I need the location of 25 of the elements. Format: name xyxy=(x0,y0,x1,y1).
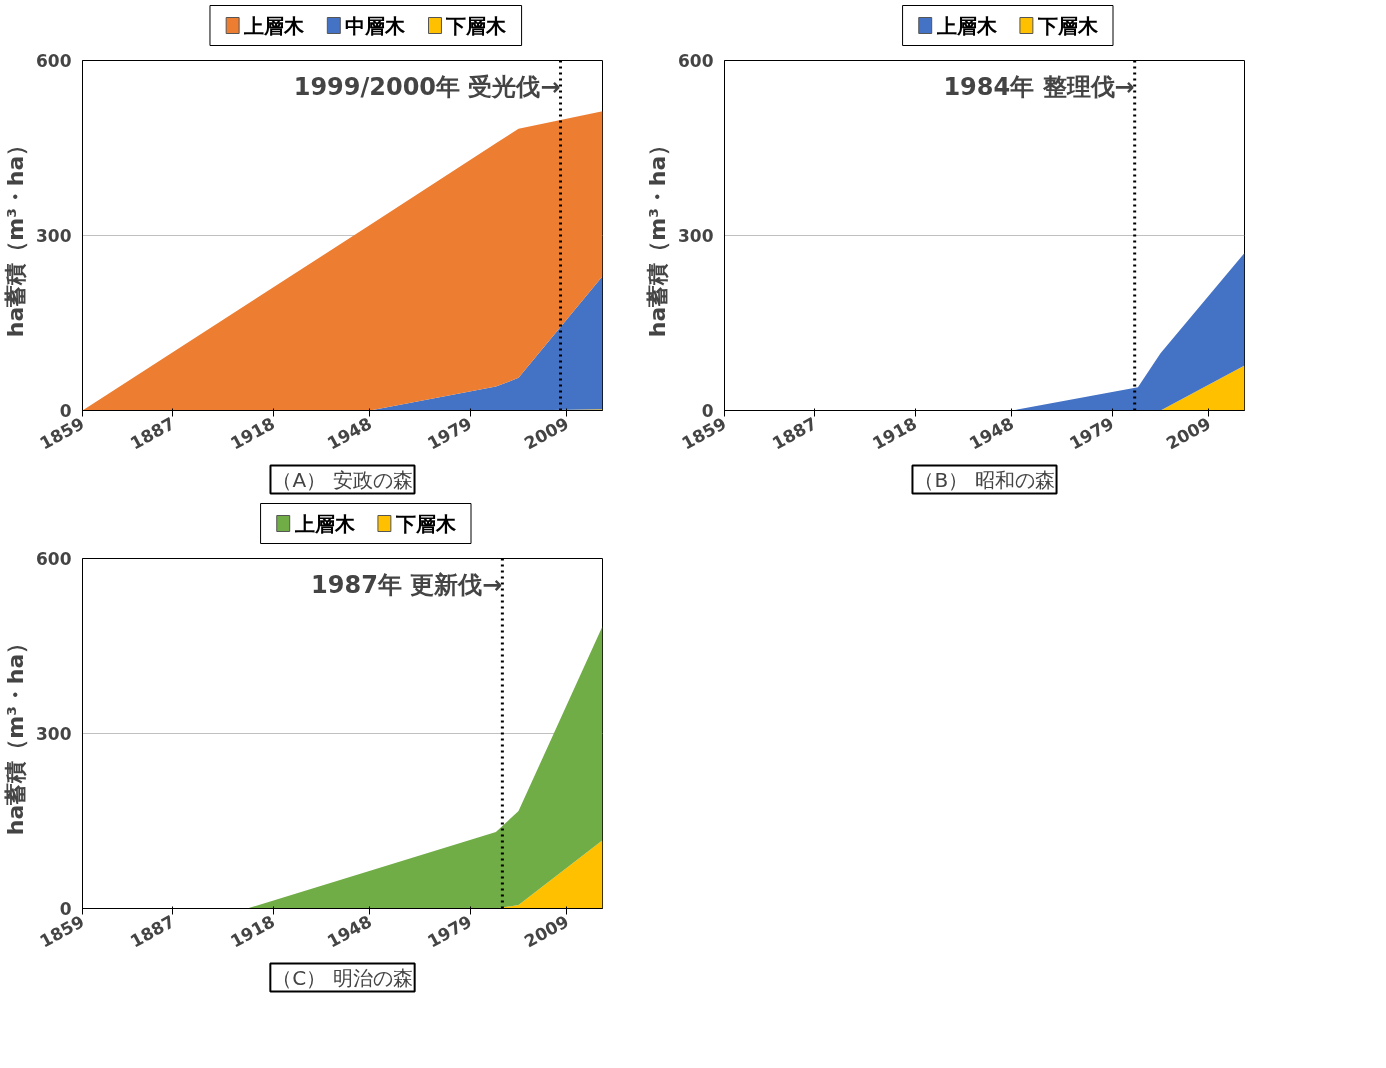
legend-label: 下層木 xyxy=(394,511,457,536)
y-tick-label: 600 xyxy=(36,549,72,569)
x-axis-title: （C） 明治の森 xyxy=(272,965,413,990)
y-axis-title: ha蓄積（m³・ha） xyxy=(3,133,29,338)
ref-line-label: 1984年 整理伐→ xyxy=(943,72,1135,101)
y-tick-label: 600 xyxy=(36,51,72,71)
ref-line-label: 1987年 更新伐→ xyxy=(311,570,503,599)
y-axis-title: ha蓄積（m³・ha） xyxy=(3,631,29,836)
y-tick-label: 0 xyxy=(59,401,72,421)
y-axis-title: ha蓄積（m³・ha） xyxy=(645,133,671,338)
x-axis-title: （A） 安政の森 xyxy=(272,467,413,492)
legend-label: 下層木 xyxy=(1036,13,1099,38)
legend-label: 中層木 xyxy=(345,13,407,38)
ref-line-label: 1999/2000年 受光伐→ xyxy=(293,72,561,101)
y-tick-label: 0 xyxy=(59,899,72,919)
y-tick-label: 300 xyxy=(36,226,72,246)
y-tick-label: 0 xyxy=(701,401,714,421)
legend-label: 上層木 xyxy=(293,511,356,536)
legend-label: 上層木 xyxy=(935,13,998,38)
y-tick-label: 300 xyxy=(678,226,714,246)
y-tick-label: 300 xyxy=(36,724,72,744)
y-tick-label: 600 xyxy=(678,51,714,71)
legend-label: 下層木 xyxy=(445,13,508,38)
x-axis-title: （B） 昭和の森 xyxy=(914,467,1055,492)
legend-label: 上層木 xyxy=(242,13,305,38)
